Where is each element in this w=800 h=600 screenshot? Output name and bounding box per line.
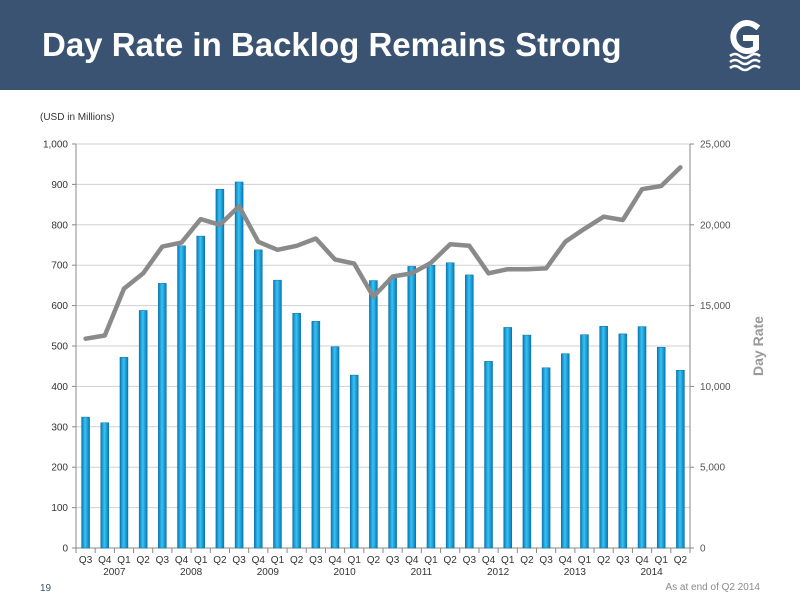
y2-axis-title: Day Rate [750, 316, 766, 376]
slide-title: Day Rate in Backlog Remains Strong [42, 26, 622, 63]
x-tick-label: Q3 [463, 555, 477, 566]
bar [445, 262, 455, 549]
date-footnote: As at end of Q2 2014 [665, 582, 760, 593]
x-group-label: 2007 [103, 567, 126, 578]
day-rate-line [83, 165, 683, 341]
x-tick-label: Q4 [175, 555, 189, 566]
x-tick-label: Q3 [156, 555, 170, 566]
y-tick-label: 700 [51, 261, 68, 272]
y-tick-label: 400 [51, 382, 68, 393]
y-tick-label: 800 [51, 220, 68, 231]
bar [292, 313, 301, 549]
bar [119, 357, 129, 549]
x-tick-label: Q1 [271, 555, 285, 566]
bar [177, 245, 186, 549]
x-tick-label: Q2 [597, 555, 611, 566]
x-group-label: 2014 [641, 567, 664, 578]
bar [484, 361, 493, 549]
x-tick-label: Q2 [367, 555, 381, 566]
x-tick-label: Q2 [520, 555, 534, 566]
x-tick-label: Q1 [655, 555, 669, 566]
x-tick-label: Q3 [232, 555, 246, 566]
bar [676, 369, 685, 549]
y-tick-label: 0 [62, 544, 68, 555]
y-tick-label: 100 [51, 503, 68, 514]
y2-tick-label: 25,000 [700, 140, 731, 151]
bar [311, 321, 321, 549]
x-group-label: 2013 [564, 567, 587, 578]
bar [158, 283, 167, 549]
y2-tick-label: 5,000 [700, 463, 725, 474]
x-tick-label: Q4 [405, 555, 419, 566]
bar [656, 346, 666, 549]
units-label: (USD in Millions) [40, 112, 115, 123]
bar [330, 346, 340, 549]
y-tick-label: 200 [51, 463, 68, 474]
y-tick-label: 600 [51, 301, 68, 312]
x-group-label: 2011 [411, 567, 433, 578]
x-tick-label: Q3 [616, 555, 630, 566]
bar [349, 374, 359, 549]
x-tick-label: Q3 [539, 555, 553, 566]
x-tick-label: Q1 [194, 555, 208, 566]
company-logo-icon [724, 18, 768, 74]
bar [561, 353, 570, 549]
bar [580, 334, 589, 549]
y2-tick-label: 0 [700, 544, 706, 555]
x-tick-label: Q1 [117, 555, 131, 566]
bar [100, 422, 110, 549]
y-tick-label: 1,000 [43, 140, 68, 151]
y-tick-label: 300 [51, 422, 68, 433]
x-group-label: 2012 [487, 567, 510, 578]
y-tick-label: 500 [51, 342, 68, 353]
bar [81, 416, 90, 549]
bar [599, 325, 608, 549]
bar [369, 280, 378, 549]
bar [254, 249, 263, 549]
x-tick-label: Q1 [578, 555, 592, 566]
x-tick-label: Q1 [348, 555, 362, 566]
x-tick-label: Q2 [443, 555, 457, 566]
x-tick-label: Q3 [79, 555, 93, 566]
bar [388, 277, 397, 549]
bar [426, 264, 436, 549]
x-tick-label: Q2 [136, 555, 150, 566]
bar [637, 326, 647, 549]
x-tick-label: Q1 [424, 555, 438, 566]
y-tick-label: 900 [51, 180, 68, 191]
bar [541, 367, 551, 549]
bar [273, 279, 282, 549]
x-tick-label: Q4 [635, 555, 649, 566]
x-group-label: 2010 [334, 567, 357, 578]
bar [618, 333, 628, 549]
x-tick-label: Q4 [559, 555, 573, 566]
x-tick-label: Q1 [501, 555, 515, 566]
x-tick-label: Q2 [290, 555, 304, 566]
x-group-label: 2008 [180, 567, 203, 578]
bar [407, 266, 417, 549]
bar [215, 188, 225, 549]
y2-tick-label: 10,000 [700, 382, 731, 393]
x-tick-label: Q3 [309, 555, 323, 566]
x-tick-label: Q2 [674, 555, 688, 566]
x-tick-label: Q3 [386, 555, 400, 566]
x-tick-label: Q4 [252, 555, 266, 566]
page-number: 19 [40, 583, 52, 594]
bar [138, 310, 148, 549]
x-tick-label: Q4 [482, 555, 496, 566]
y2-tick-label: 20,000 [700, 220, 731, 231]
x-tick-label: Q4 [98, 555, 112, 566]
bar [465, 274, 474, 549]
slide-header: Day Rate in Backlog Remains Strong [0, 0, 800, 90]
x-group-label: 2009 [257, 567, 280, 578]
bar [196, 235, 205, 549]
bar [503, 327, 512, 549]
bar [234, 181, 244, 549]
bar [522, 334, 532, 549]
x-tick-label: Q2 [213, 555, 227, 566]
x-tick-label: Q4 [328, 555, 342, 566]
y2-tick-label: 15,000 [700, 301, 731, 312]
